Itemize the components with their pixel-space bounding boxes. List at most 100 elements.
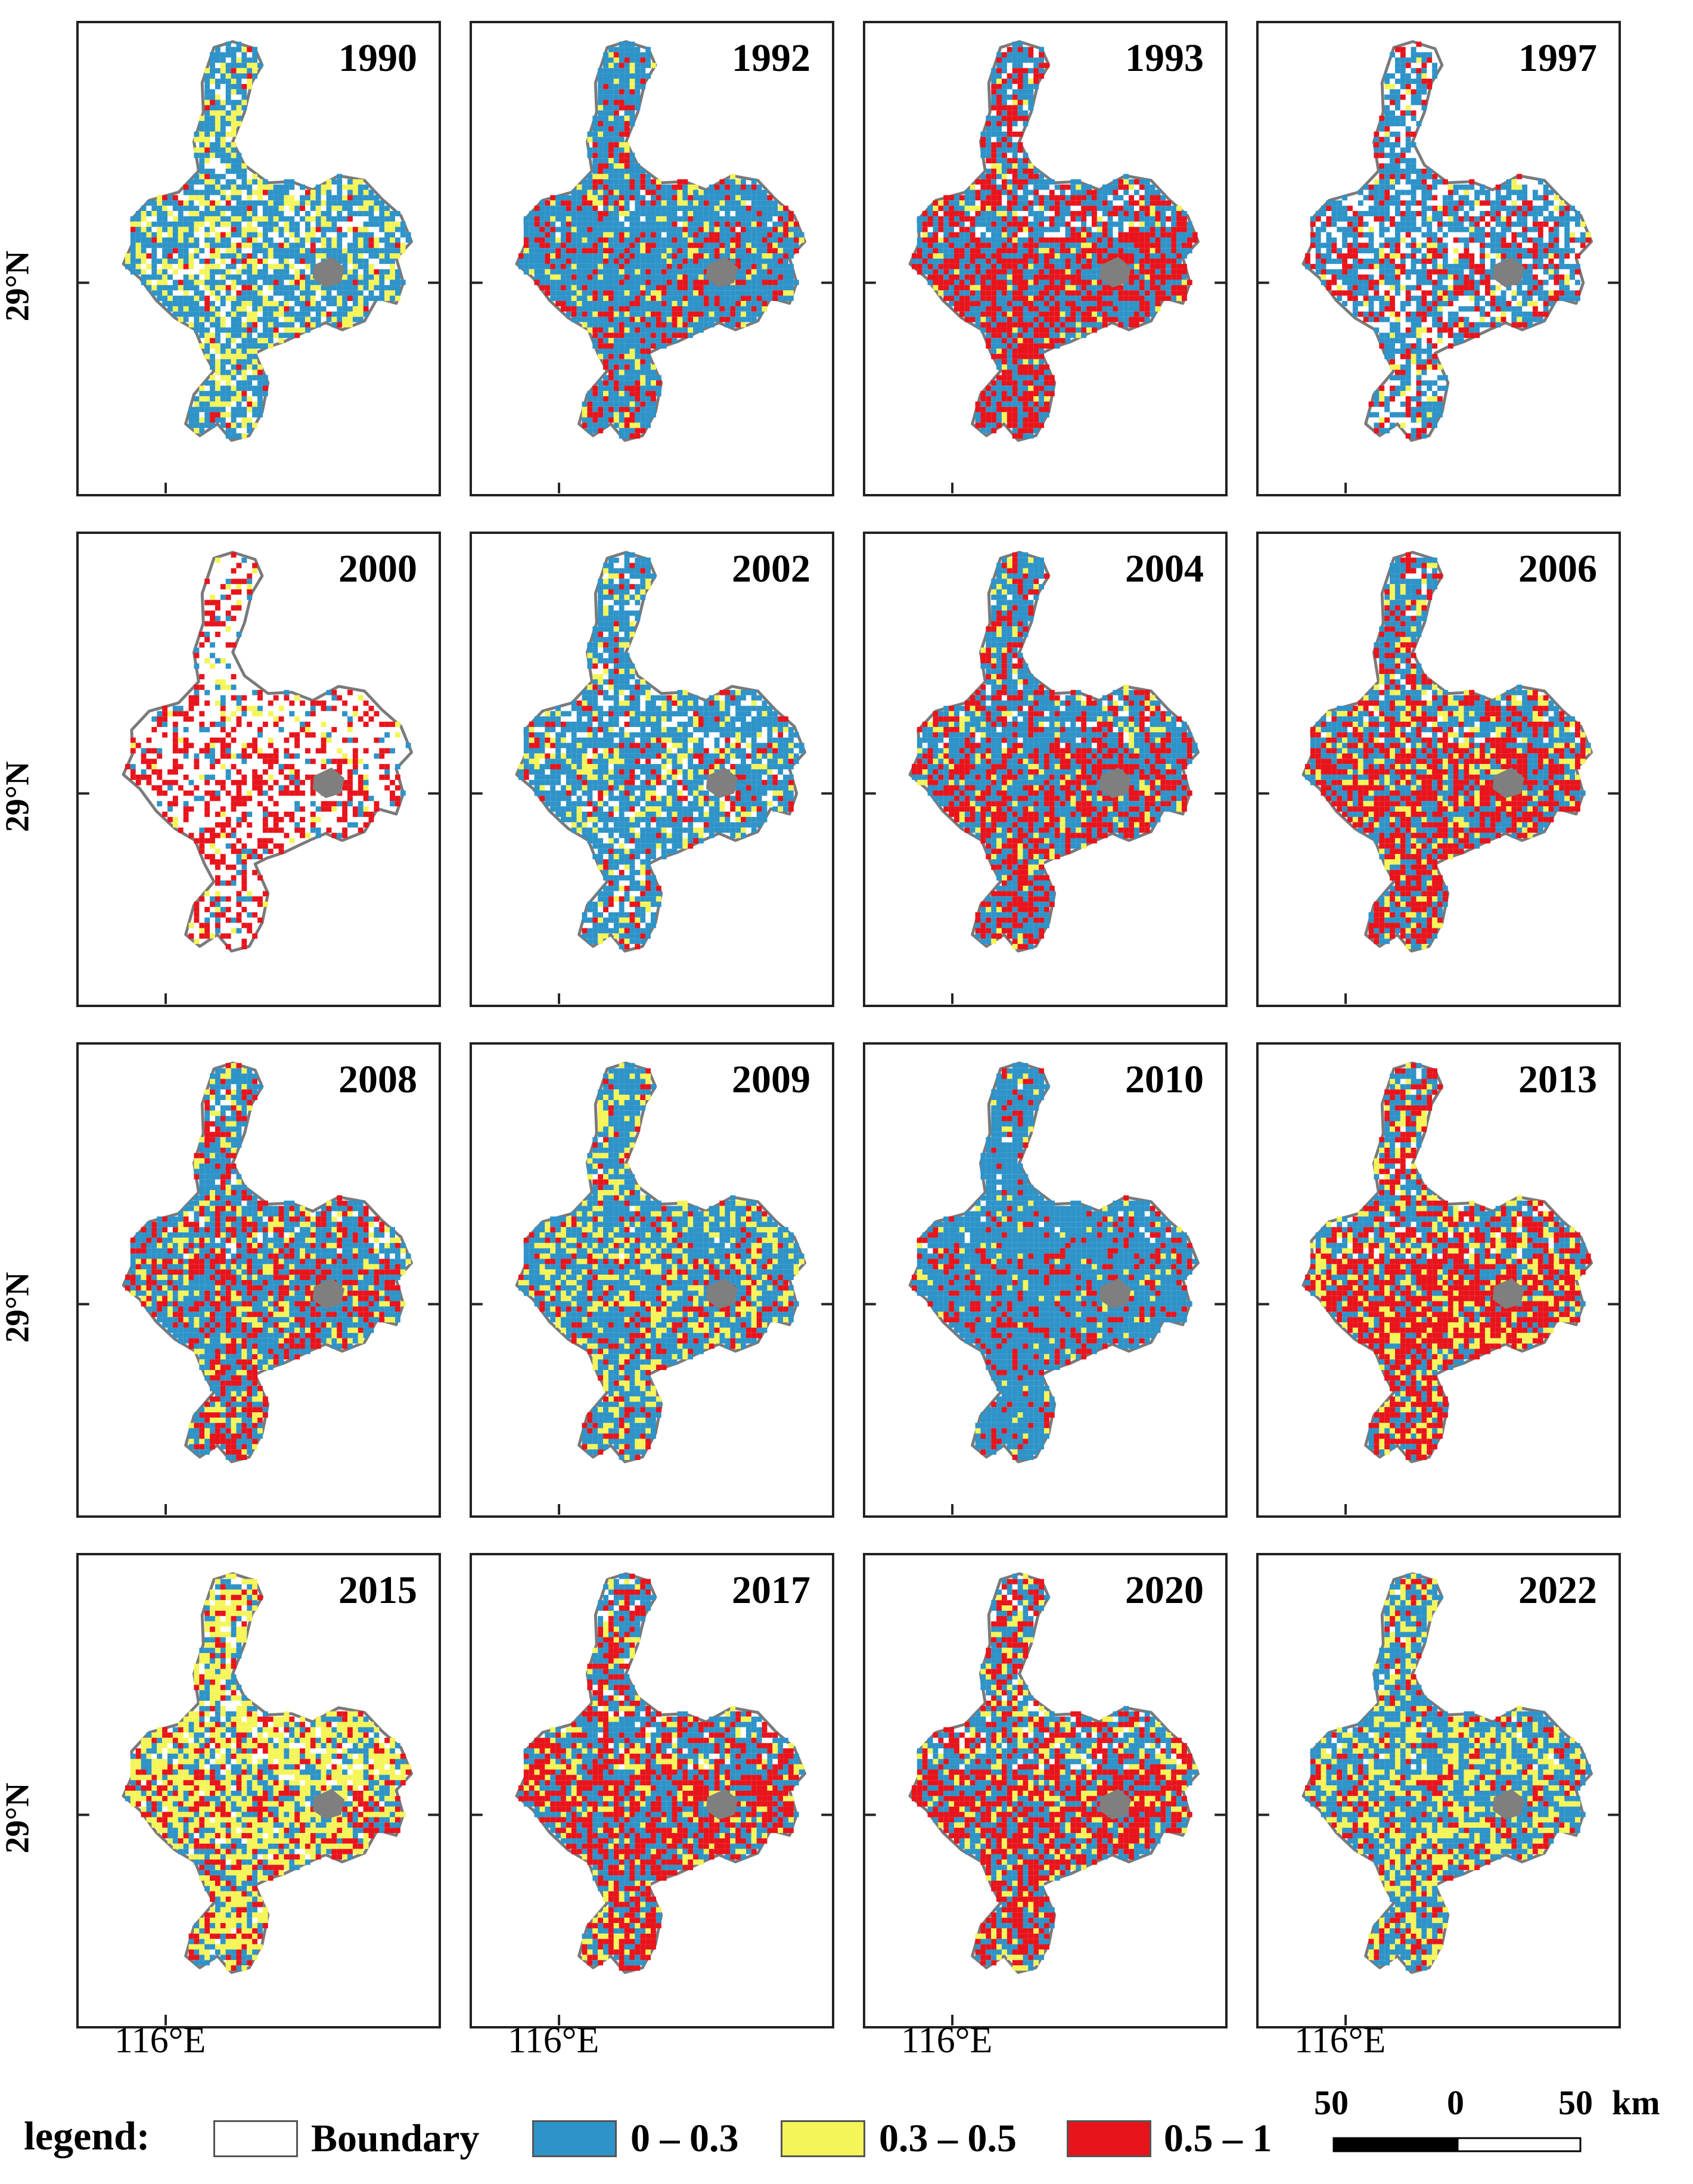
- lake-map: [865, 40, 1225, 493]
- island: [1099, 1789, 1132, 1820]
- year-label: 2006: [1518, 549, 1597, 589]
- lake-map: [1259, 551, 1619, 1004]
- longitude-label-col-2: 116°E: [508, 2022, 599, 2059]
- lake-class-cells: [911, 552, 1198, 949]
- legend-label-mid: 0.3 – 0.5: [879, 2119, 1017, 2158]
- lake-map: [472, 1061, 832, 1515]
- map-panel-2002: 2002: [470, 532, 834, 1007]
- lake-class-cells: [1304, 552, 1591, 949]
- island: [706, 257, 738, 288]
- year-label: 1990: [338, 39, 417, 78]
- island: [312, 768, 345, 799]
- island: [1492, 257, 1525, 288]
- island: [312, 1789, 345, 1820]
- map-panel-2017: 2017: [470, 1553, 834, 2028]
- scale-unit: km: [1612, 2086, 1660, 2120]
- lake-class-cells: [518, 1573, 804, 1971]
- map-panel-2013: 2013: [1256, 1042, 1621, 1518]
- island: [312, 257, 345, 288]
- lake-map: [865, 551, 1225, 1004]
- longitude-label-col-1: 116°E: [114, 2022, 206, 2059]
- lake-class-cells: [518, 552, 804, 949]
- map-panel-1997: 1997: [1256, 21, 1621, 496]
- lake-class-cells: [911, 1573, 1198, 1971]
- lake-class-cells: [1304, 1573, 1591, 1971]
- island: [1099, 768, 1132, 799]
- lake-class-cells: [911, 1063, 1198, 1460]
- year-label: 1993: [1125, 39, 1204, 78]
- legend-swatch-low: [532, 2120, 617, 2157]
- year-label: 2017: [732, 1571, 810, 1610]
- island: [1099, 257, 1132, 288]
- lake-map: [472, 1572, 832, 2025]
- latitude-label-row-2: 29°N: [0, 762, 36, 832]
- lake-map: [79, 551, 439, 1004]
- map-panel-2020: 2020: [863, 1553, 1228, 2028]
- legend-swatch-boundary: [213, 2120, 298, 2157]
- year-label: 2020: [1125, 1571, 1204, 1610]
- map-panel-2000: 2000: [76, 532, 441, 1007]
- lake-map: [865, 1572, 1225, 2025]
- lake-class-cells: [1304, 41, 1591, 439]
- island: [1492, 1789, 1525, 1820]
- island: [706, 1789, 738, 1820]
- legend-swatch-mid: [781, 2120, 865, 2157]
- map-panel-1992: 1992: [470, 21, 834, 496]
- lake-class-cells: [1304, 1063, 1591, 1460]
- year-label: 2022: [1518, 1571, 1597, 1610]
- latitude-label-row-1: 29°N: [0, 251, 36, 322]
- map-panel-2004: 2004: [863, 532, 1228, 1007]
- map-panel-1993: 1993: [863, 21, 1228, 496]
- legend-label-high: 0.5 – 1: [1164, 2119, 1272, 2158]
- lake-class-cells: [911, 41, 1198, 439]
- lake-class-cells: [125, 552, 411, 949]
- legend-swatch-high: [1067, 2120, 1151, 2157]
- year-label: 2002: [732, 549, 810, 589]
- year-label: 2009: [732, 1060, 810, 1099]
- year-label: 2010: [1125, 1060, 1204, 1099]
- scale-label-left: 50: [1314, 2086, 1349, 2120]
- lake-map: [1259, 1572, 1619, 2025]
- map-panel-2015: 2015: [76, 1553, 441, 2028]
- lake-map: [79, 40, 439, 493]
- lake-map: [79, 1061, 439, 1515]
- map-panel-2010: 2010: [863, 1042, 1228, 1518]
- map-panel-2009: 2009: [470, 1042, 834, 1518]
- island: [1492, 768, 1525, 799]
- latitude-label-row-3: 29°N: [0, 1272, 36, 1343]
- lake-map: [1259, 1061, 1619, 1515]
- latitude-label-row-4: 29°N: [0, 1783, 36, 1854]
- island: [312, 1278, 345, 1309]
- scale-label-center: 0: [1447, 2086, 1464, 2120]
- lake-map: [865, 1061, 1225, 1515]
- island: [706, 1278, 738, 1309]
- lake-class-cells: [125, 41, 411, 439]
- lake-map: [472, 40, 832, 493]
- year-label: 2004: [1125, 549, 1204, 589]
- legend-title: legend:: [24, 2115, 150, 2156]
- lake-class-cells: [518, 41, 804, 439]
- map-panel-2006: 2006: [1256, 532, 1621, 1007]
- map-panel-2022: 2022: [1256, 1553, 1621, 2028]
- lake-map: [1259, 40, 1619, 493]
- island: [706, 768, 738, 799]
- longitude-label-col-4: 116°E: [1294, 2022, 1386, 2059]
- lake-class-cells: [518, 1063, 804, 1460]
- year-label: 2015: [338, 1571, 417, 1610]
- island: [1099, 1278, 1132, 1309]
- scale-label-right: 50: [1558, 2086, 1593, 2120]
- map-panel-2008: 2008: [76, 1042, 441, 1518]
- year-label: 1997: [1518, 39, 1597, 78]
- island: [1492, 1278, 1525, 1309]
- year-label: 2000: [338, 549, 417, 589]
- scale-bar: [1332, 2137, 1582, 2152]
- lake-class-cells: [125, 1573, 411, 1971]
- map-panel-1990: 1990: [76, 21, 441, 496]
- lake-class-cells: [125, 1063, 411, 1460]
- year-label: 2008: [338, 1060, 417, 1099]
- legend-label-boundary: Boundary: [311, 2119, 479, 2158]
- year-label: 2013: [1518, 1060, 1597, 1099]
- lake-map: [472, 551, 832, 1004]
- year-label: 1992: [732, 39, 810, 78]
- lake-map: [79, 1572, 439, 2025]
